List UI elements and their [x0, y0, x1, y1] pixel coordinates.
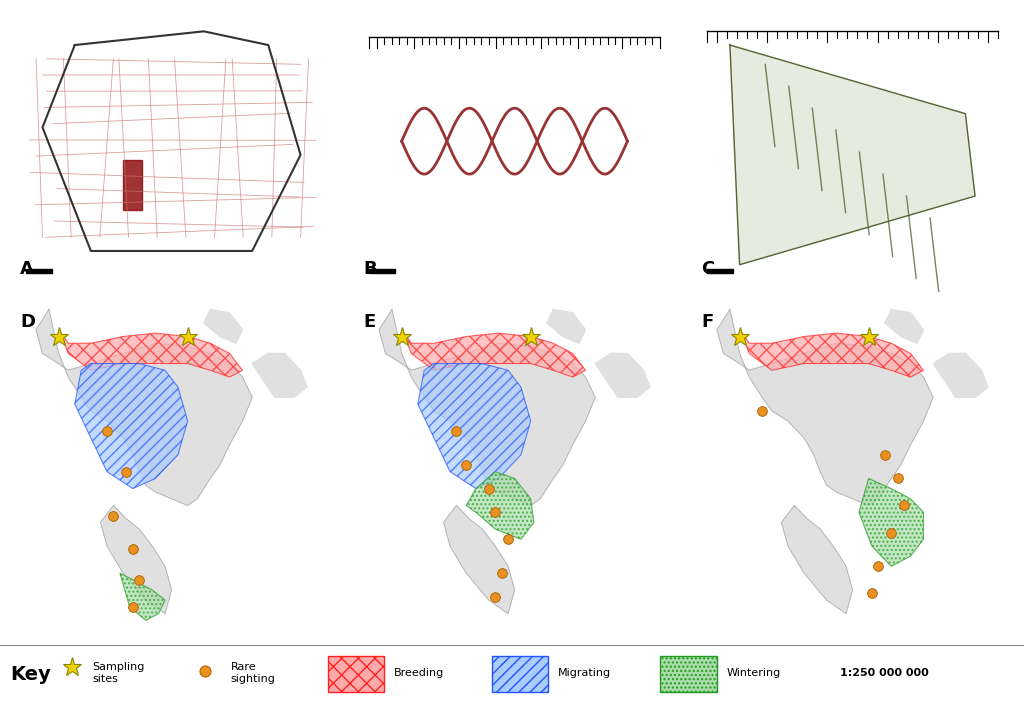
Text: E: E: [362, 313, 375, 331]
Polygon shape: [547, 310, 586, 344]
Text: Migrating: Migrating: [558, 668, 611, 678]
FancyBboxPatch shape: [328, 656, 384, 692]
Text: C: C: [700, 260, 714, 278]
Polygon shape: [252, 353, 307, 397]
Text: Red phalarope: Red phalarope: [735, 567, 793, 572]
Polygon shape: [58, 329, 243, 377]
Text: Key: Key: [10, 665, 51, 684]
Polygon shape: [466, 472, 534, 539]
Polygon shape: [730, 45, 975, 265]
Text: B: B: [362, 260, 377, 278]
Polygon shape: [781, 505, 852, 614]
Text: Breeding: Breeding: [394, 668, 444, 678]
Bar: [27, 269, 52, 273]
Text: F: F: [700, 313, 713, 331]
Text: Semipalmated
sandpiper: Semipalmated sandpiper: [54, 563, 112, 576]
Polygon shape: [717, 310, 933, 505]
FancyBboxPatch shape: [660, 656, 717, 692]
Text: Wintering: Wintering: [727, 668, 781, 678]
Bar: [370, 269, 395, 273]
Text: American golden
plover: American golden plover: [392, 563, 460, 576]
Polygon shape: [739, 329, 924, 377]
Text: D: D: [19, 313, 35, 331]
Bar: [708, 269, 733, 273]
Polygon shape: [75, 363, 187, 489]
Text: Sampling
sites: Sampling sites: [92, 662, 144, 684]
Polygon shape: [100, 505, 172, 614]
Polygon shape: [401, 329, 586, 377]
Text: Rare
sighting: Rare sighting: [230, 662, 275, 684]
FancyBboxPatch shape: [492, 656, 548, 692]
Polygon shape: [379, 310, 595, 505]
Polygon shape: [120, 573, 165, 620]
Polygon shape: [204, 310, 243, 344]
Bar: [123, 161, 142, 210]
Polygon shape: [933, 353, 988, 397]
Polygon shape: [885, 310, 924, 344]
Polygon shape: [595, 353, 650, 397]
Text: A: A: [19, 260, 34, 278]
Polygon shape: [443, 505, 514, 614]
Text: 1:250 000 000: 1:250 000 000: [840, 668, 929, 678]
Polygon shape: [418, 363, 530, 489]
Polygon shape: [859, 479, 924, 566]
Polygon shape: [36, 310, 252, 505]
